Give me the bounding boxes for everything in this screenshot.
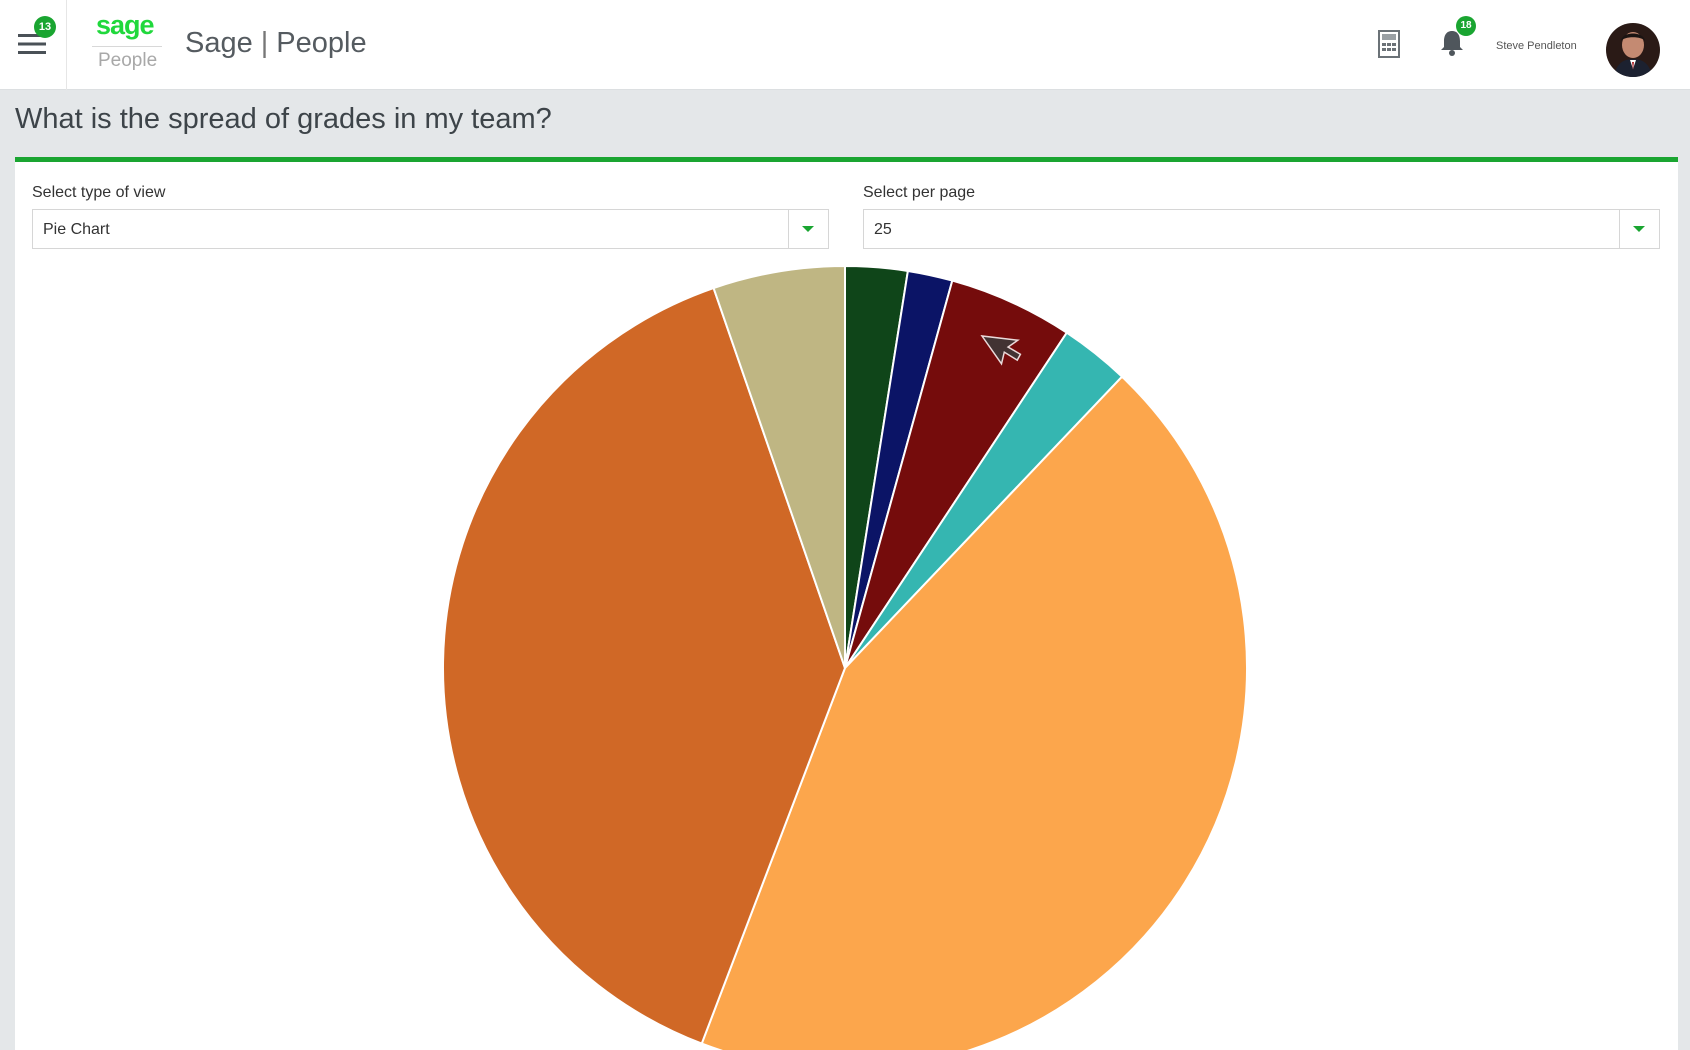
user-name[interactable]: Steve Pendleton <box>1496 40 1577 52</box>
chevron-down-icon <box>802 226 814 232</box>
per-page-label: Select per page <box>863 184 976 201</box>
pie-slice-6[interactable] <box>441 286 847 1045</box>
view-type-value: Pie Chart <box>43 221 110 238</box>
menu-badge: 13 <box>34 16 56 38</box>
avatar[interactable] <box>1606 23 1660 77</box>
view-type-select[interactable]: Pie Chart <box>32 209 829 249</box>
menu-area: 13 <box>0 0 67 90</box>
app-title-brand: Sage <box>185 27 253 59</box>
mouse-pointer-icon <box>980 335 1022 366</box>
notification-badge: 18 <box>1456 16 1476 36</box>
app-title: Sage | People <box>185 27 367 60</box>
calculator-icon[interactable] <box>1378 30 1400 58</box>
sage-people-logo[interactable]: sage People <box>92 8 164 76</box>
app-title-product: People <box>276 27 367 59</box>
top-bar: 13 sage People Sage | People 18 Steve Pend… <box>0 0 1690 90</box>
logo-divider <box>92 46 162 47</box>
page-title: What is the spread of grades in my team? <box>15 103 552 135</box>
per-page-dropdown-button[interactable] <box>1619 210 1659 248</box>
chevron-down-icon <box>1633 226 1645 232</box>
pie-slice-7[interactable] <box>712 264 846 669</box>
logo-brand-text: sage <box>96 10 155 40</box>
view-type-label: Select type of view <box>32 184 166 201</box>
logo-product-text: People <box>98 50 158 71</box>
app-title-separator: | <box>260 27 269 59</box>
view-type-dropdown-button[interactable] <box>788 210 828 248</box>
bell-icon[interactable] <box>1440 28 1464 56</box>
pie-slices-group <box>441 264 1248 1050</box>
user-avatar-icon <box>1606 23 1660 77</box>
per-page-select[interactable]: 25 <box>863 209 1660 249</box>
pie-slice-5[interactable] <box>700 375 1248 1050</box>
hamburger-menu-icon[interactable] <box>18 32 46 56</box>
per-page-value: 25 <box>874 221 892 238</box>
